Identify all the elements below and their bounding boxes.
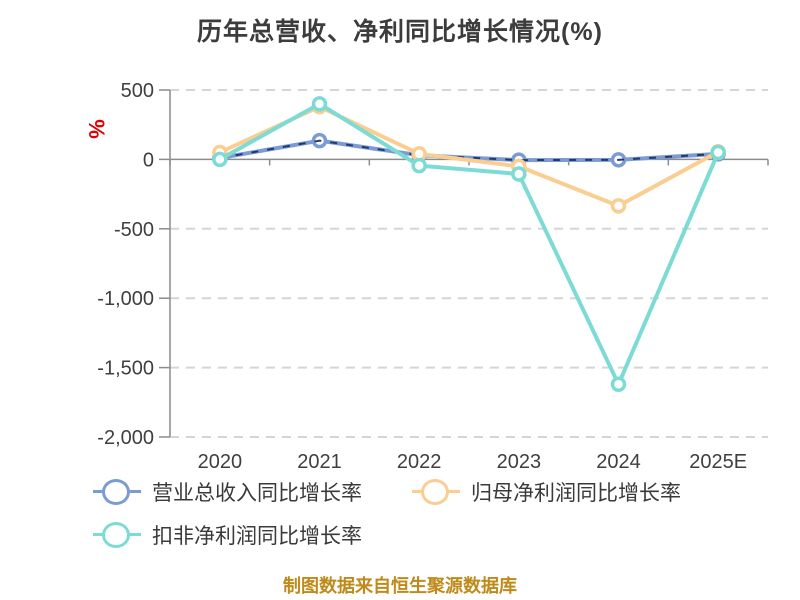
y-axis: 500 0 -500 -1,000 -1,500 -2,000 [97, 80, 171, 449]
gridlines [170, 89, 768, 438]
data-point-marker[interactable] [710, 144, 726, 161]
data-source-note: 制图数据来自恒生聚源数据库 [283, 576, 517, 596]
data-point-marker[interactable] [511, 166, 527, 182]
series-line-2[interactable] [212, 96, 726, 393]
line-marker-icon [93, 521, 141, 549]
y-tick-label: -1,500 [97, 358, 154, 380]
legend: 营业总收入同比增长率 归母净利润同比增长率 扣非净利润同比增长率 [93, 477, 681, 563]
data-point-marker[interactable] [610, 376, 627, 393]
y-tick-label: -2,000 [97, 427, 154, 449]
legend-item-nongaap-profit-growth[interactable]: 扣非净利润同比增长率 [93, 520, 362, 550]
chart-title: 历年总营收、净利同比增长情况(%) [197, 18, 603, 46]
x-tick-label: 2025E [689, 451, 747, 473]
x-tick-label: 2021 [297, 451, 342, 473]
line-marker-icon [412, 478, 460, 506]
legend-row-1: 营业总收入同比增长率 归母净利润同比增长率 [93, 477, 681, 507]
x-tick-label: 2023 [497, 451, 542, 473]
x-tick-label: 2024 [596, 451, 641, 473]
y-tick-label: -1,000 [97, 288, 154, 310]
data-point-marker[interactable] [411, 157, 427, 174]
legend-label-nongaap-profit-growth: 扣非净利润同比增长率 [152, 525, 362, 548]
data-point-marker[interactable] [311, 96, 328, 112]
data-point-marker[interactable] [212, 151, 228, 168]
y-tick-label: 500 [121, 80, 154, 102]
y-tick-label: -500 [114, 219, 154, 241]
x-tick-label: 2020 [198, 451, 243, 473]
legend-row-2: 扣非净利润同比增长率 [93, 520, 681, 550]
x-axis: 2020 2021 2022 2023 2024 2025E [169, 158, 769, 473]
data-point-marker[interactable] [610, 198, 627, 214]
x-tick-label: 2022 [397, 451, 442, 473]
legend-label-revenue-growth: 营业总收入同比增长率 [152, 482, 362, 505]
y-tick-label: 0 [143, 149, 154, 171]
legend-label-net-profit-growth: 归母净利润同比增长率 [471, 482, 681, 505]
line-marker-icon [93, 478, 141, 506]
legend-item-revenue-growth[interactable]: 营业总收入同比增长率 [93, 477, 362, 507]
legend-item-net-profit-growth[interactable]: 归母净利润同比增长率 [412, 477, 681, 507]
